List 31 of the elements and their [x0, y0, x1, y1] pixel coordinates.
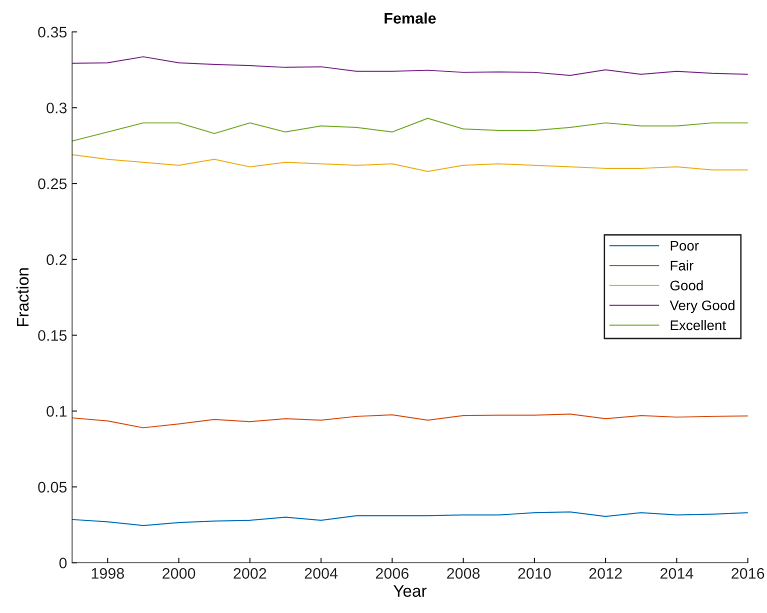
legend-label: Very Good: [670, 300, 734, 314]
x-tick-label: 2006: [376, 568, 409, 579]
x-tick-label: 2000: [162, 568, 196, 579]
line-series: [72, 154, 748, 172]
x-tick-label: 2012: [589, 568, 622, 579]
x-tick-label: 2016: [732, 568, 764, 579]
line-series: [72, 56, 748, 76]
x-tick-label: 2002: [234, 568, 266, 579]
y-tick-label: 0.25: [38, 178, 67, 190]
x-tick-label: 2008: [447, 568, 480, 579]
legend-label: Poor: [670, 240, 699, 251]
line-series: [72, 414, 748, 428]
legend-label: Excellent: [670, 320, 726, 330]
y-tick-label: 0.2: [46, 254, 66, 266]
y-tick-label: 0.05: [38, 482, 67, 493]
line-series: [72, 118, 748, 142]
x-tick-label: 2014: [660, 568, 694, 579]
y-tick-label: 0.3: [46, 102, 67, 114]
legend-label: Good: [670, 280, 703, 290]
y-tick-label: 0: [59, 558, 67, 568]
x-tick-label: 2004: [304, 568, 338, 579]
y-tick-label: 0.35: [38, 26, 67, 38]
x-tick-label: 2010: [518, 568, 551, 579]
y-tick-label: 0.15: [38, 330, 67, 341]
x-axis-title: Year: [393, 585, 427, 597]
line-series: [72, 511, 748, 526]
y-axis-title: Fraction: [16, 268, 29, 326]
y-tick-label: 0.1: [46, 406, 66, 417]
legend-label: Fair: [670, 260, 694, 271]
chart-title: Female: [384, 12, 436, 24]
x-tick-label: 1998: [92, 568, 124, 579]
